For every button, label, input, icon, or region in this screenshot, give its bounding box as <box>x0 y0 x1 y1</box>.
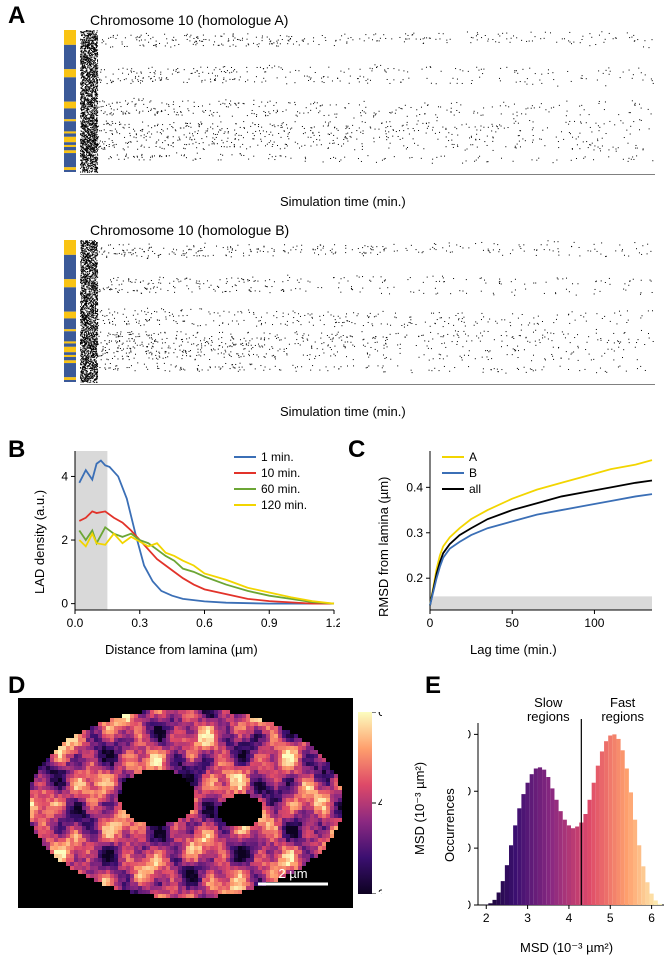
panel-c-chart: 0501000.20.30.4ABall <box>400 445 658 640</box>
panel-a-title-homologue-b: Chromosome 10 (homologue B) <box>90 222 289 238</box>
lad-track-b <box>64 240 76 382</box>
panel-a-raster-homologue-b: 100 Mb 115 Mb 080160240320400 <box>60 240 655 385</box>
panel-b-ylabel: LAD density (a.u.) <box>32 490 47 594</box>
panel-b-xlabel: Distance from lamina (µm) <box>105 642 258 657</box>
panel-c-xlabel: Lag time (min.) <box>470 642 557 657</box>
panel-d-colorbar: 246 <box>358 712 382 894</box>
panel-a-xlabel-a: Simulation time (min.) <box>280 194 406 209</box>
panel-e-histogram: 234560100020003000SlowregionsFastregions <box>468 695 668 935</box>
panel-e-label: E <box>425 672 441 700</box>
panel-d-heatmap: 2 µm <box>18 698 353 908</box>
panel-c-label: C <box>348 436 365 464</box>
raster-dots-a <box>80 30 654 173</box>
panel-a-title-homologue-a: Chromosome 10 (homologue A) <box>90 12 288 28</box>
panel-d-cb-label: MSD (10⁻³ µm²) <box>412 762 428 855</box>
raster-dots-b <box>80 240 654 383</box>
panel-d-label: D <box>8 672 25 700</box>
panel-a-raster-homologue-a: 100 Mb 115 Mb 080160240320400 <box>60 30 655 175</box>
panel-a-xlabel-b: Simulation time (min.) <box>280 404 406 419</box>
panel-b-label: B <box>8 436 25 464</box>
panel-a-label: A <box>8 2 25 30</box>
panel-c-ylabel: RMSD from lamina (µm) <box>376 477 391 617</box>
lad-track-a <box>64 30 76 172</box>
panel-e-xlabel: MSD (10⁻³ µm²) <box>520 940 613 956</box>
panel-e-ylabel: Occurrences <box>442 788 457 862</box>
panel-b-chart: 0.00.30.60.91.20241 min.10 min.60 min.12… <box>55 445 340 640</box>
